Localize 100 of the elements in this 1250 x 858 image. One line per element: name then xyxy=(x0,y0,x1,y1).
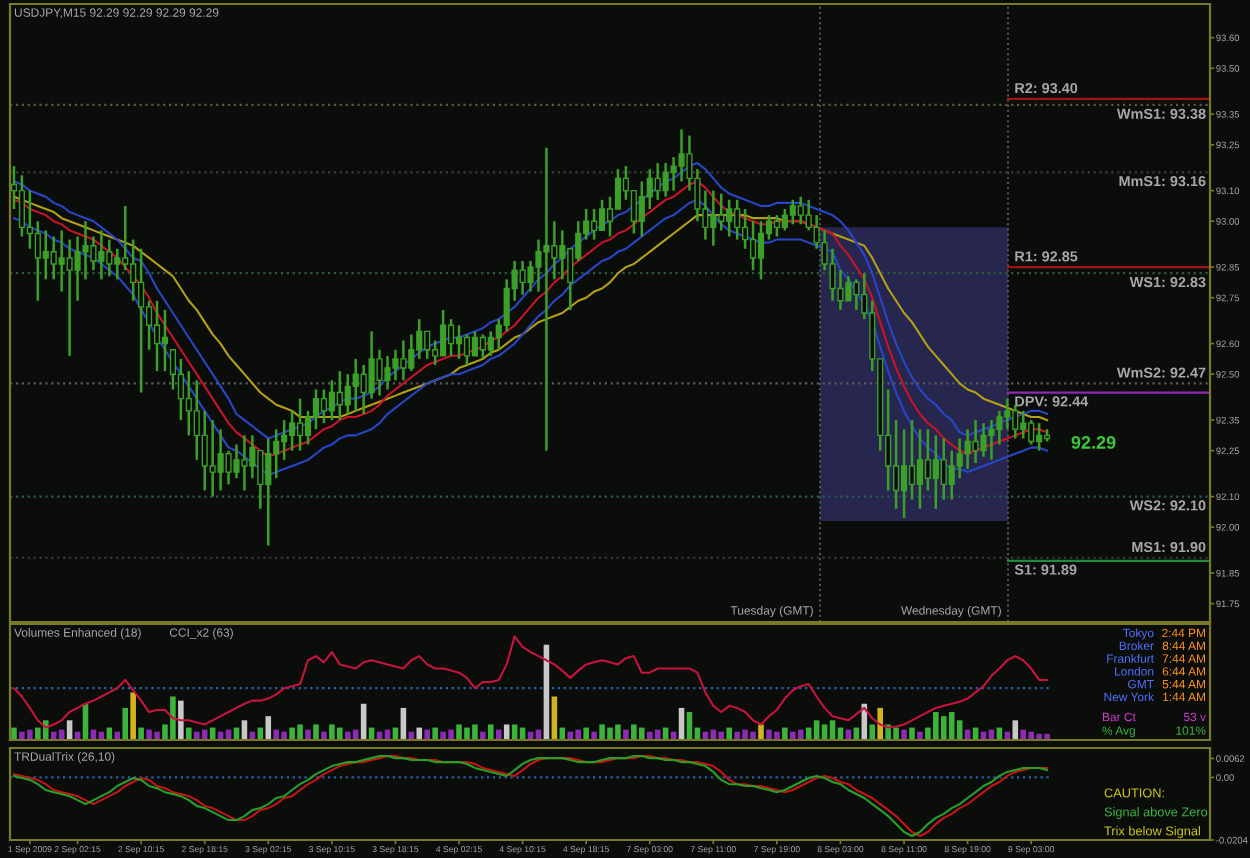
candlestick xyxy=(352,357,359,413)
bar xyxy=(933,712,939,740)
bar xyxy=(631,724,637,740)
bar xyxy=(456,724,462,740)
candlestick xyxy=(161,308,169,373)
candlestick xyxy=(797,195,804,226)
bar xyxy=(869,724,876,740)
bar xyxy=(766,729,772,740)
candlestick xyxy=(916,428,924,511)
bar xyxy=(440,731,446,740)
candlestick xyxy=(932,434,939,511)
candlestick xyxy=(98,229,105,281)
candlestick xyxy=(58,229,65,293)
candlestick xyxy=(781,207,788,232)
bar xyxy=(130,692,136,740)
candlestick xyxy=(408,333,415,373)
bar xyxy=(909,727,915,740)
candlestick xyxy=(368,330,375,400)
bar xyxy=(734,731,740,740)
bar xyxy=(281,731,287,740)
bar xyxy=(297,724,303,740)
bar xyxy=(329,724,335,740)
candlestick xyxy=(114,247,121,281)
bar xyxy=(424,729,430,740)
candlestick xyxy=(106,238,113,278)
candlestick xyxy=(328,379,335,422)
bar xyxy=(337,727,343,740)
bar xyxy=(726,727,732,740)
candlestick xyxy=(789,198,796,226)
bar xyxy=(901,729,907,740)
candlestick xyxy=(392,348,399,382)
bar xyxy=(750,731,756,740)
candlestick xyxy=(312,388,320,431)
candlestick xyxy=(320,388,327,425)
candlestick xyxy=(217,428,224,492)
bar xyxy=(186,727,192,740)
line-series xyxy=(12,754,1049,838)
bar xyxy=(774,731,780,740)
bar xyxy=(448,729,454,740)
candlestick xyxy=(42,229,49,281)
candlestick xyxy=(654,161,661,202)
candlestick xyxy=(559,229,566,281)
bar xyxy=(758,724,764,740)
candlestick xyxy=(18,174,25,238)
bar xyxy=(877,707,883,740)
candlestick xyxy=(440,308,447,358)
candlestick xyxy=(241,434,248,492)
bar xyxy=(615,724,621,740)
bar xyxy=(464,727,470,740)
candlestick xyxy=(749,219,757,272)
bar xyxy=(170,696,176,740)
bar xyxy=(718,731,725,740)
bar xyxy=(122,707,129,740)
bar xyxy=(138,727,144,740)
candlestick xyxy=(710,189,717,247)
candlestick xyxy=(519,259,526,296)
candlestick xyxy=(201,409,208,492)
candlestick xyxy=(153,299,161,373)
bar xyxy=(591,731,597,740)
bar xyxy=(639,727,645,740)
candlestick xyxy=(209,418,216,498)
candlestick xyxy=(34,219,41,303)
bar xyxy=(1020,729,1027,740)
candlestick xyxy=(130,238,137,303)
candlestick xyxy=(1036,421,1043,452)
candlestick xyxy=(757,219,765,281)
bar xyxy=(289,727,295,740)
candlestick xyxy=(893,418,900,511)
bar xyxy=(790,731,796,740)
candlestick xyxy=(424,330,431,361)
bar xyxy=(193,731,200,740)
candlestick xyxy=(718,192,725,232)
candlestick xyxy=(66,238,73,358)
candlestick xyxy=(265,437,272,547)
candlestick xyxy=(972,418,979,465)
bar xyxy=(35,727,41,740)
candlestick xyxy=(471,330,478,358)
candlestick xyxy=(177,357,184,422)
candlestick xyxy=(940,437,947,501)
candlestick xyxy=(734,198,741,241)
bar xyxy=(797,729,804,740)
bar xyxy=(488,724,494,740)
bar xyxy=(273,729,280,740)
candlestick xyxy=(773,213,780,238)
candlestick xyxy=(400,339,407,382)
candlestick xyxy=(360,363,367,416)
bar xyxy=(178,700,184,740)
candlestick xyxy=(678,128,685,183)
bar xyxy=(623,729,629,740)
candlestick xyxy=(900,428,908,520)
bar xyxy=(575,729,581,740)
candlestick xyxy=(956,437,963,480)
bar xyxy=(940,716,947,740)
candlestick xyxy=(543,146,550,452)
candlestick xyxy=(384,354,391,391)
bar xyxy=(19,731,25,740)
bar xyxy=(27,729,33,740)
candlestick xyxy=(336,369,343,422)
bar xyxy=(313,724,319,740)
candlestick xyxy=(185,369,192,437)
